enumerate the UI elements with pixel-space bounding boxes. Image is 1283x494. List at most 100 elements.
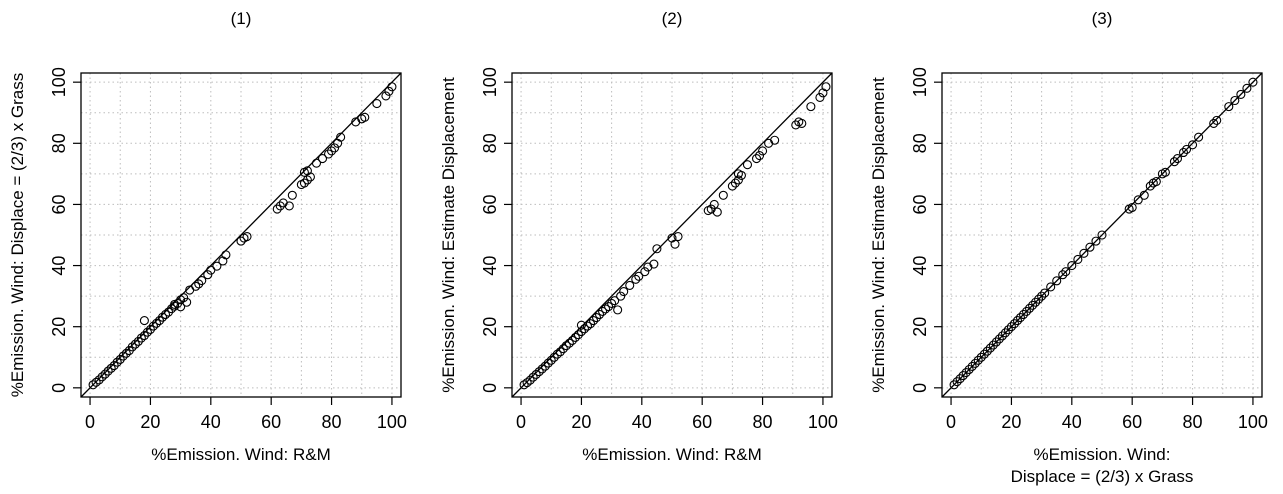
data-point <box>579 324 590 334</box>
x-tick-label: 40 <box>632 412 652 432</box>
data-point <box>1091 236 1101 246</box>
x-tick-label: 80 <box>322 412 342 432</box>
data-point <box>160 309 171 320</box>
y-tick-label: 60 <box>480 194 500 214</box>
data-point <box>203 270 213 280</box>
x-tick-label: 40 <box>201 412 221 432</box>
data-point <box>299 178 309 188</box>
data-point <box>212 261 222 271</box>
data-point <box>961 367 971 378</box>
data-point <box>275 201 285 211</box>
data-point <box>1230 95 1240 106</box>
data-point <box>157 312 168 322</box>
data-point <box>543 358 553 368</box>
data-point <box>1052 276 1062 286</box>
data-point <box>127 342 137 352</box>
y-tick-label: 40 <box>49 256 69 276</box>
data-point <box>649 259 659 269</box>
data-point <box>1061 267 1071 277</box>
data-point <box>806 102 816 112</box>
x-tick-label: 80 <box>753 412 773 432</box>
data-point <box>118 351 128 361</box>
data-point <box>142 327 152 337</box>
data-point <box>133 336 143 346</box>
data-point <box>985 343 995 353</box>
x-tick-label: 20 <box>140 412 160 432</box>
data-point <box>1194 132 1204 142</box>
y-tick-label: 100 <box>910 67 930 97</box>
data-point <box>197 275 207 286</box>
data-point <box>754 150 765 161</box>
data-point <box>815 92 825 103</box>
data-point <box>733 175 743 185</box>
data-point <box>588 316 599 326</box>
data-point <box>384 86 394 96</box>
data-point <box>130 339 140 349</box>
data-point <box>1037 291 1047 301</box>
y-tick-label: 0 <box>480 383 500 393</box>
data-point <box>1145 181 1155 191</box>
y-tick-label: 100 <box>49 67 69 97</box>
x-axis-label: %Emission. Wind: R&M <box>151 445 330 464</box>
x-tick-label: 60 <box>692 412 712 432</box>
data-point <box>106 363 116 373</box>
data-point <box>154 316 165 326</box>
data-point <box>1018 309 1029 320</box>
data-point <box>1248 77 1258 87</box>
data-point <box>121 348 131 358</box>
data-point <box>733 169 743 179</box>
panel-title: (1) <box>231 9 252 28</box>
data-point <box>534 367 544 377</box>
data-point <box>591 312 602 323</box>
data-point <box>604 301 614 312</box>
data-point <box>176 295 186 305</box>
data-point <box>640 267 650 277</box>
data-point <box>91 377 101 387</box>
data-point <box>558 344 568 354</box>
y-tick-label: 20 <box>910 317 930 337</box>
panel-2: (2) 0 20 40 60 80 100 0 20 40 60 80 100 %Emission. Wi… <box>439 9 838 464</box>
data-point <box>525 375 535 385</box>
data-point <box>115 354 125 364</box>
y-tick-label: 80 <box>480 133 500 153</box>
data-point <box>537 364 547 374</box>
data-point <box>821 82 831 92</box>
x-tick-label: 60 <box>1122 412 1142 432</box>
data-point <box>616 291 626 301</box>
data-point <box>1181 144 1192 154</box>
data-point <box>236 236 246 246</box>
data-point <box>323 149 334 159</box>
data-point <box>1188 140 1198 150</box>
data-point <box>179 293 189 303</box>
data-point <box>522 378 532 388</box>
data-point <box>100 369 110 379</box>
data-point <box>311 158 322 168</box>
data-point <box>601 304 611 314</box>
data-point <box>1236 89 1246 99</box>
data-point <box>1151 176 1161 187</box>
y-tick-label: 60 <box>910 194 930 214</box>
data-point <box>1085 242 1095 252</box>
data-point <box>360 112 370 122</box>
data-point <box>182 297 192 307</box>
y-axis-label: %Emission. Wind: Displace = (2/3) x Gras… <box>8 73 27 398</box>
data-point <box>751 154 762 164</box>
data-point <box>552 349 562 359</box>
data-point <box>582 321 593 331</box>
data-point <box>1139 190 1149 200</box>
y-tick-label: 40 <box>910 256 930 276</box>
data-point <box>576 327 586 337</box>
data-point <box>727 181 737 191</box>
data-point <box>1172 154 1183 164</box>
data-point <box>549 352 559 362</box>
y-tick-label: 20 <box>49 317 69 337</box>
x-tick-label: 0 <box>946 412 956 432</box>
data-point <box>381 91 391 101</box>
data-point <box>1209 118 1219 128</box>
data-point <box>988 340 998 350</box>
data-point <box>1058 270 1068 280</box>
panel-title: (3) <box>1092 9 1113 28</box>
data-point <box>1046 282 1056 292</box>
